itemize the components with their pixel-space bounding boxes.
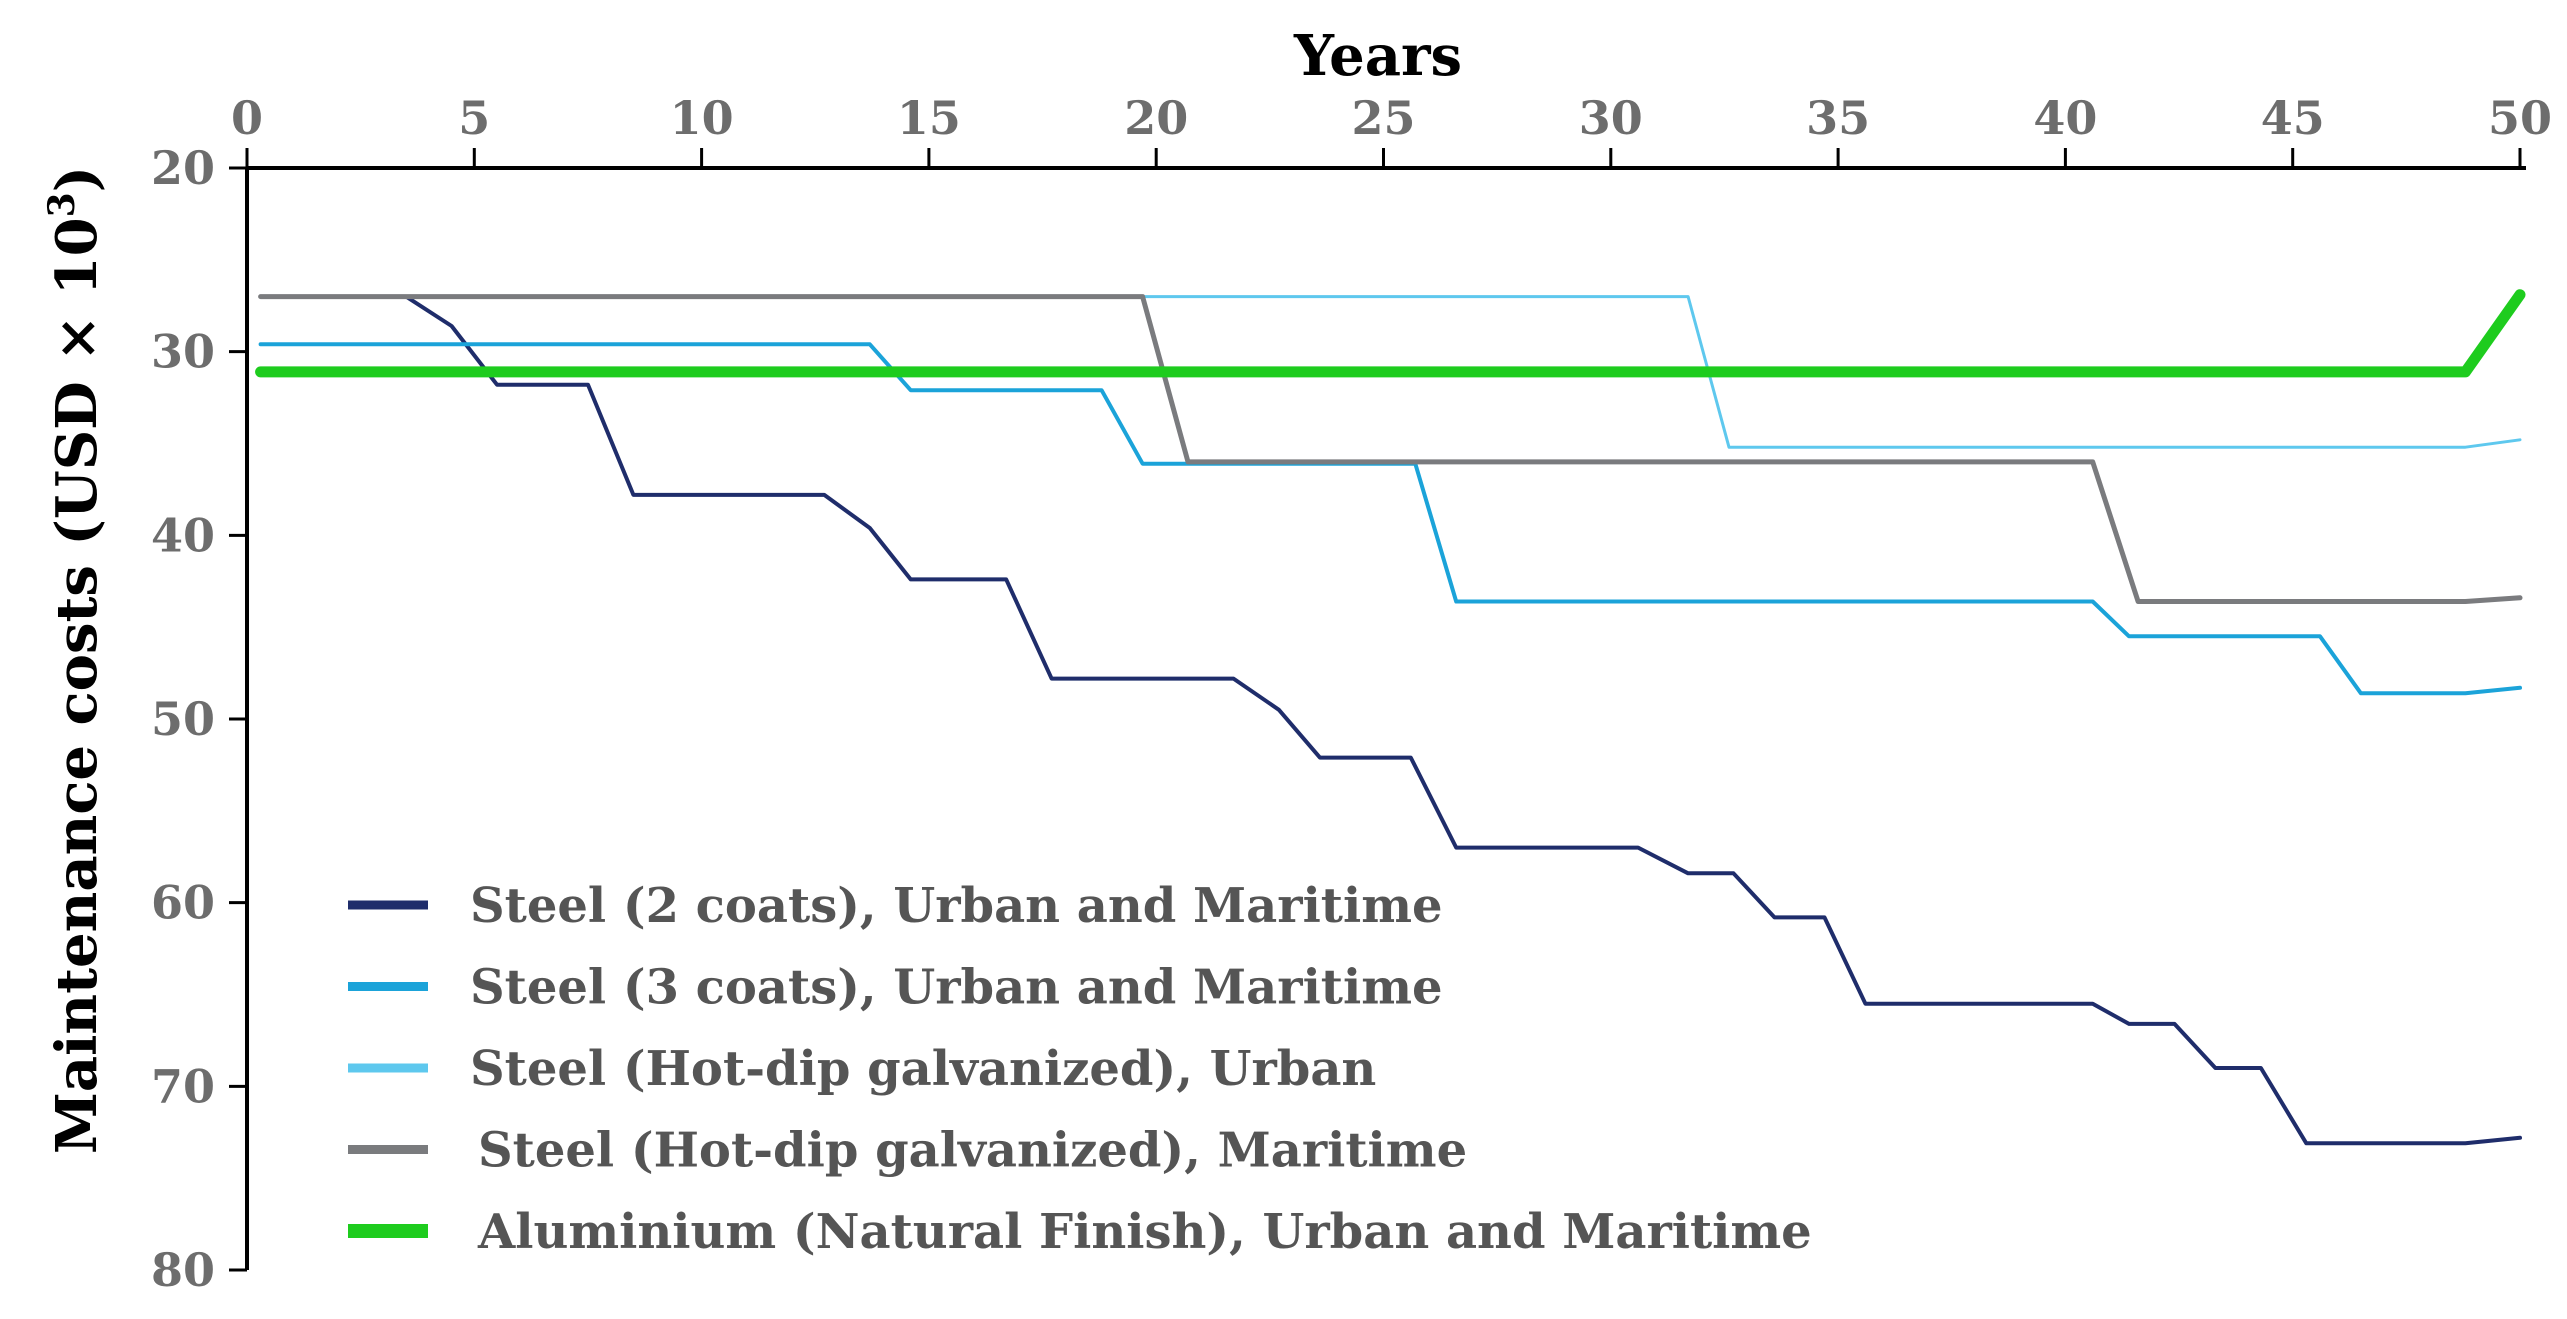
x-tick-label: 0 bbox=[231, 91, 263, 145]
x-tick-label: 45 bbox=[2261, 91, 2325, 145]
y-tick-label: 70 bbox=[151, 1059, 215, 1113]
x-axis-title: Years bbox=[1293, 23, 1462, 89]
x-tick-label: 10 bbox=[670, 91, 734, 145]
y-tick-label: 50 bbox=[151, 692, 215, 746]
series-line-1 bbox=[258, 294, 2522, 1146]
y-tick-label: 30 bbox=[151, 325, 215, 379]
legend-label-1: Steel (2 coats), Urban and Maritime bbox=[470, 878, 1443, 934]
x-tick-label: 30 bbox=[1579, 91, 1643, 145]
y-tick-label: 40 bbox=[151, 508, 215, 562]
legend: Steel (2 coats), Urban and Maritime Steel… bbox=[348, 878, 1812, 1260]
y-tick-label: 20 bbox=[151, 141, 215, 195]
legend-label-5: Aluminium (Natural Finish), Urban and Ma… bbox=[477, 1204, 1812, 1260]
series-line-4 bbox=[258, 294, 2523, 604]
series-line-3 bbox=[259, 295, 2522, 449]
series-lines bbox=[255, 289, 2526, 1146]
x-tick-label: 35 bbox=[1806, 91, 1870, 145]
y-axis-title: Maintenance costs (USD × 103) bbox=[41, 166, 110, 1154]
y-axis-title-close: ) bbox=[44, 166, 110, 193]
series-line-2 bbox=[258, 342, 2522, 696]
legend-label-3: Steel (Hot-dip galvanized), Urban bbox=[470, 1041, 1376, 1097]
y-tick-label: 60 bbox=[151, 876, 215, 930]
y-axis-title-main: Maintenance costs (USD × 10 bbox=[44, 217, 110, 1154]
y-tick-label: 80 bbox=[151, 1243, 215, 1297]
y-axis-title-superscript: 3 bbox=[41, 192, 83, 217]
x-tick-label: 50 bbox=[2488, 91, 2552, 145]
x-ticks: 0 5 10 15 20 25 30 35 40 45 50 bbox=[231, 91, 2552, 168]
x-tick-label: 20 bbox=[1124, 91, 1188, 145]
x-tick-label: 40 bbox=[2033, 91, 2097, 145]
y-ticks: 20 30 40 50 60 70 80 bbox=[151, 141, 247, 1297]
legend-label-4: Steel (Hot-dip galvanized), Maritime bbox=[478, 1123, 1467, 1179]
x-tick-label: 5 bbox=[458, 91, 490, 145]
x-tick-label: 25 bbox=[1351, 91, 1415, 145]
series-line-5 bbox=[255, 289, 2526, 378]
legend-label-2: Steel (3 coats), Urban and Maritime bbox=[470, 960, 1443, 1016]
x-tick-label: 15 bbox=[897, 91, 961, 145]
